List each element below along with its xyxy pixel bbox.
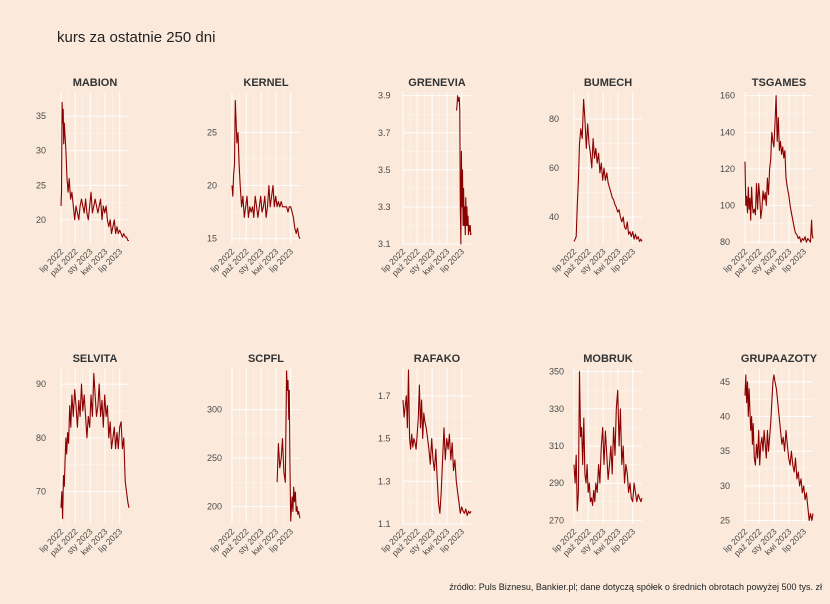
y-tick-label: 290	[549, 478, 564, 488]
panel-title: MABION	[73, 77, 118, 89]
y-tick-label: 80	[549, 114, 559, 124]
y-tick-label: 200	[207, 502, 222, 512]
y-tick-label: 3.1	[378, 239, 391, 249]
y-tick-label: 30	[720, 481, 730, 491]
y-tick-label: 40	[720, 412, 730, 422]
y-tick-label: 45	[720, 377, 730, 387]
panel-title: GRUPAAZOTY	[741, 353, 818, 365]
panel-title: SCPFL	[248, 353, 284, 365]
price-line-selvita	[60, 372, 130, 520]
y-tick-label: 70	[36, 487, 46, 497]
y-tick-label: 15	[207, 234, 217, 244]
y-tick-label: 60	[549, 163, 559, 173]
y-tick-label: 80	[720, 237, 730, 247]
price-line-mobruk	[573, 371, 643, 512]
y-tick-label: 3.9	[378, 91, 391, 101]
panel-title: BUMECH	[584, 77, 632, 89]
y-tick-label: 100	[720, 201, 735, 211]
y-tick-label: 30	[36, 146, 46, 156]
y-tick-label: 310	[549, 441, 564, 451]
y-tick-label: 350	[549, 367, 564, 377]
panel-title: TSGAMES	[752, 77, 806, 89]
chart-title: kurs za ostatnie 250 dni	[57, 29, 216, 46]
y-tick-label: 40	[549, 212, 559, 222]
y-tick-label: 3.7	[378, 128, 391, 138]
y-tick-label: 1.3	[378, 476, 391, 486]
y-tick-label: 35	[36, 111, 46, 121]
y-tick-label: 300	[207, 405, 222, 415]
y-tick-label: 80	[36, 433, 46, 443]
price-line-grupaazoty	[744, 374, 814, 522]
price-line-rafako	[402, 369, 472, 517]
panel-title: MOBRUK	[583, 353, 633, 365]
y-tick-label: 1.5	[378, 434, 391, 444]
panel-title: GRENEVIA	[408, 77, 466, 89]
y-tick-label: 120	[720, 164, 735, 174]
y-tick-label: 25	[207, 127, 217, 137]
y-tick-label: 35	[720, 446, 730, 456]
price-line-scpfl	[276, 370, 301, 522]
y-tick-label: 160	[720, 91, 735, 101]
price-line-bumech	[573, 98, 643, 243]
source-caption: źródło: Puls Biznesu, Bankier.pl; dane d…	[449, 582, 822, 592]
y-tick-label: 3.5	[378, 165, 391, 175]
price-line-tsgames	[744, 95, 814, 243]
y-tick-label: 25	[720, 516, 730, 526]
price-line-mabion	[60, 101, 129, 242]
y-tick-label: 20	[36, 215, 46, 225]
y-tick-label: 20	[207, 181, 217, 191]
y-tick-label: 250	[207, 453, 222, 463]
y-tick-label: 90	[36, 379, 46, 389]
y-tick-label: 140	[720, 127, 735, 137]
panel-title: RAFAKO	[414, 353, 461, 365]
y-tick-label: 330	[549, 404, 564, 414]
y-tick-label: 3.3	[378, 202, 391, 212]
price-line-kernel	[231, 99, 301, 239]
panel-title: KERNEL	[243, 77, 289, 89]
y-tick-label: 25	[36, 180, 46, 190]
y-tick-label: 270	[549, 515, 564, 525]
price-line-grenevia	[455, 95, 472, 245]
y-tick-label: 1.1	[378, 519, 391, 529]
y-tick-label: 1.7	[378, 391, 391, 401]
panel-title: SELVITA	[73, 353, 118, 365]
